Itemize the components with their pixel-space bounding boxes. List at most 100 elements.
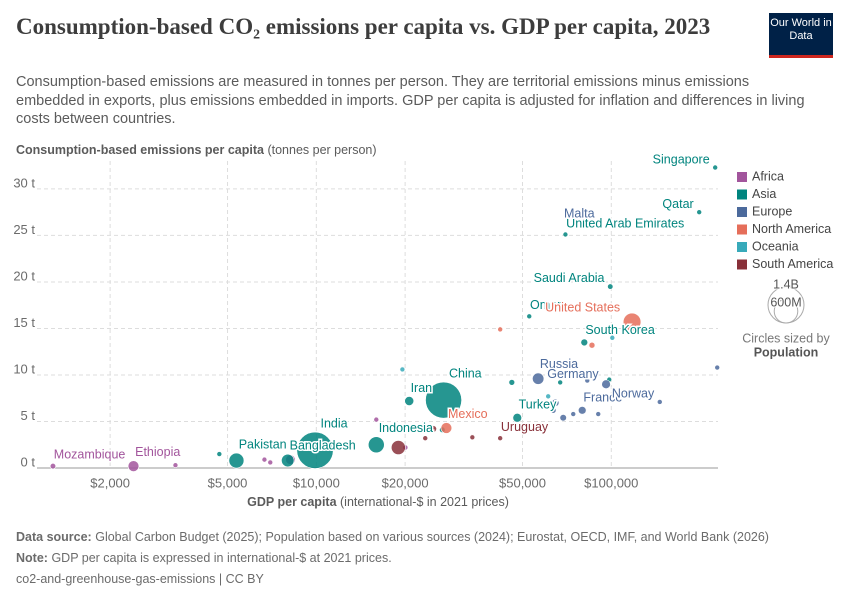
point (440, 422, 453, 434)
x-tick-label: $5,000 (208, 475, 248, 490)
y-tick-label: 20 t (13, 268, 35, 283)
size-legend-label: 600M (770, 296, 801, 310)
source-line: Data source: Global Carbon Budget (2025)… (16, 527, 769, 548)
point (228, 452, 245, 469)
x-tick-label: $100,000 (584, 475, 638, 490)
point (562, 231, 569, 238)
point (601, 379, 611, 389)
point (595, 411, 602, 417)
note: GDP per capita is expressed in internati… (51, 551, 392, 565)
point (607, 283, 614, 290)
point (281, 453, 295, 468)
point (580, 338, 589, 347)
size-legend-label: 1.4B (773, 277, 799, 291)
point-label: Iran (411, 381, 433, 395)
point (469, 434, 476, 441)
legend-swatch (737, 189, 747, 200)
legend-label: North America (752, 222, 831, 236)
y-axis-title-text: Consumption-based emissions per capita (16, 143, 265, 157)
x-tick-label: $2,000 (90, 475, 130, 490)
point-label: Norway (612, 387, 655, 401)
x-axis-title: GDP per capita (international-$ in 2021 … (247, 495, 509, 509)
y-axis-unit: (tonnes per person) (267, 143, 376, 157)
size-legend-circle (773, 298, 799, 324)
point-label: Pakistan (239, 437, 287, 451)
point (404, 396, 415, 406)
point (422, 435, 429, 442)
point (49, 463, 57, 470)
license[interactable]: co2-and-greenhouse-gas-emissions | CC BY (16, 572, 264, 586)
point-label: Russia (540, 357, 578, 371)
size-legend-title: Circles sized by (742, 331, 830, 345)
logo[interactable]: Our World in Data (769, 13, 833, 58)
point (267, 459, 274, 466)
point-label: Singapore (653, 152, 710, 166)
point-label: Mozambique (54, 448, 126, 462)
point (367, 436, 385, 454)
point (261, 456, 268, 463)
footer: Data source: Global Carbon Budget (2025)… (16, 527, 769, 590)
point (296, 431, 334, 469)
point-label: Qatar (662, 197, 693, 211)
legend-swatch (737, 242, 747, 252)
point (216, 451, 223, 457)
point (399, 366, 406, 373)
x-tick-label: $10,000 (293, 475, 340, 490)
point-label: Germany (547, 367, 599, 381)
legend-swatch (737, 172, 747, 182)
y-tick-label: 10 t (13, 361, 35, 376)
point (656, 399, 663, 405)
point (578, 406, 587, 415)
y-tick-label: 0 t (21, 454, 36, 469)
point (557, 379, 563, 386)
point-label: China (449, 366, 482, 380)
y-tick-label: 25 t (13, 222, 35, 237)
title: Consumption-based CO₂ emissions per capi… (16, 14, 711, 39)
point (172, 462, 179, 469)
point (497, 326, 503, 333)
point (429, 425, 437, 433)
legend-swatch (737, 259, 747, 270)
point (570, 411, 577, 417)
legend-label: Asia (752, 187, 776, 201)
point-label: Uruguay (501, 420, 549, 434)
legend-swatch (737, 224, 747, 235)
point-label: United Arab Emirates (566, 216, 684, 230)
legend-label: Europe (752, 204, 792, 218)
point (584, 377, 591, 384)
source-label: Data source: (16, 530, 92, 544)
legend-label: Africa (752, 169, 784, 183)
y-tick-label: 15 t (13, 315, 35, 330)
y-tick-label: 30 t (13, 175, 35, 190)
point-label: Mexico (448, 407, 488, 421)
point (609, 334, 616, 341)
x-tick-label: $50,000 (499, 475, 546, 490)
point (551, 398, 560, 407)
point-label: Turkey (519, 398, 557, 412)
point (559, 414, 567, 422)
note-label: Note: (16, 551, 48, 565)
point (373, 416, 380, 423)
point (425, 381, 462, 419)
y-tick-label: 5 t (21, 408, 36, 423)
legend-swatch (737, 207, 747, 217)
point-label: Saudi Arabia (534, 271, 605, 285)
point-label: South Korea (585, 323, 655, 337)
point-label: Bangladesh (290, 439, 356, 453)
point-label: India (320, 416, 347, 430)
x-axis-unit: (international-$ in 2021 prices) (340, 495, 509, 509)
point-label: Malta (564, 206, 595, 220)
point (712, 164, 718, 171)
point (597, 218, 603, 225)
point (508, 379, 516, 386)
legend-label: Oceania (752, 239, 799, 253)
point (549, 407, 557, 414)
point (696, 209, 702, 215)
chart: Consumption-based emissions per capita (… (13, 143, 833, 509)
point (526, 313, 533, 320)
point-label: Indonesia (379, 421, 433, 435)
point (620, 388, 627, 395)
subtitle: Consumption-based emissions are measured… (16, 74, 805, 127)
legend-label: South America (752, 257, 833, 271)
